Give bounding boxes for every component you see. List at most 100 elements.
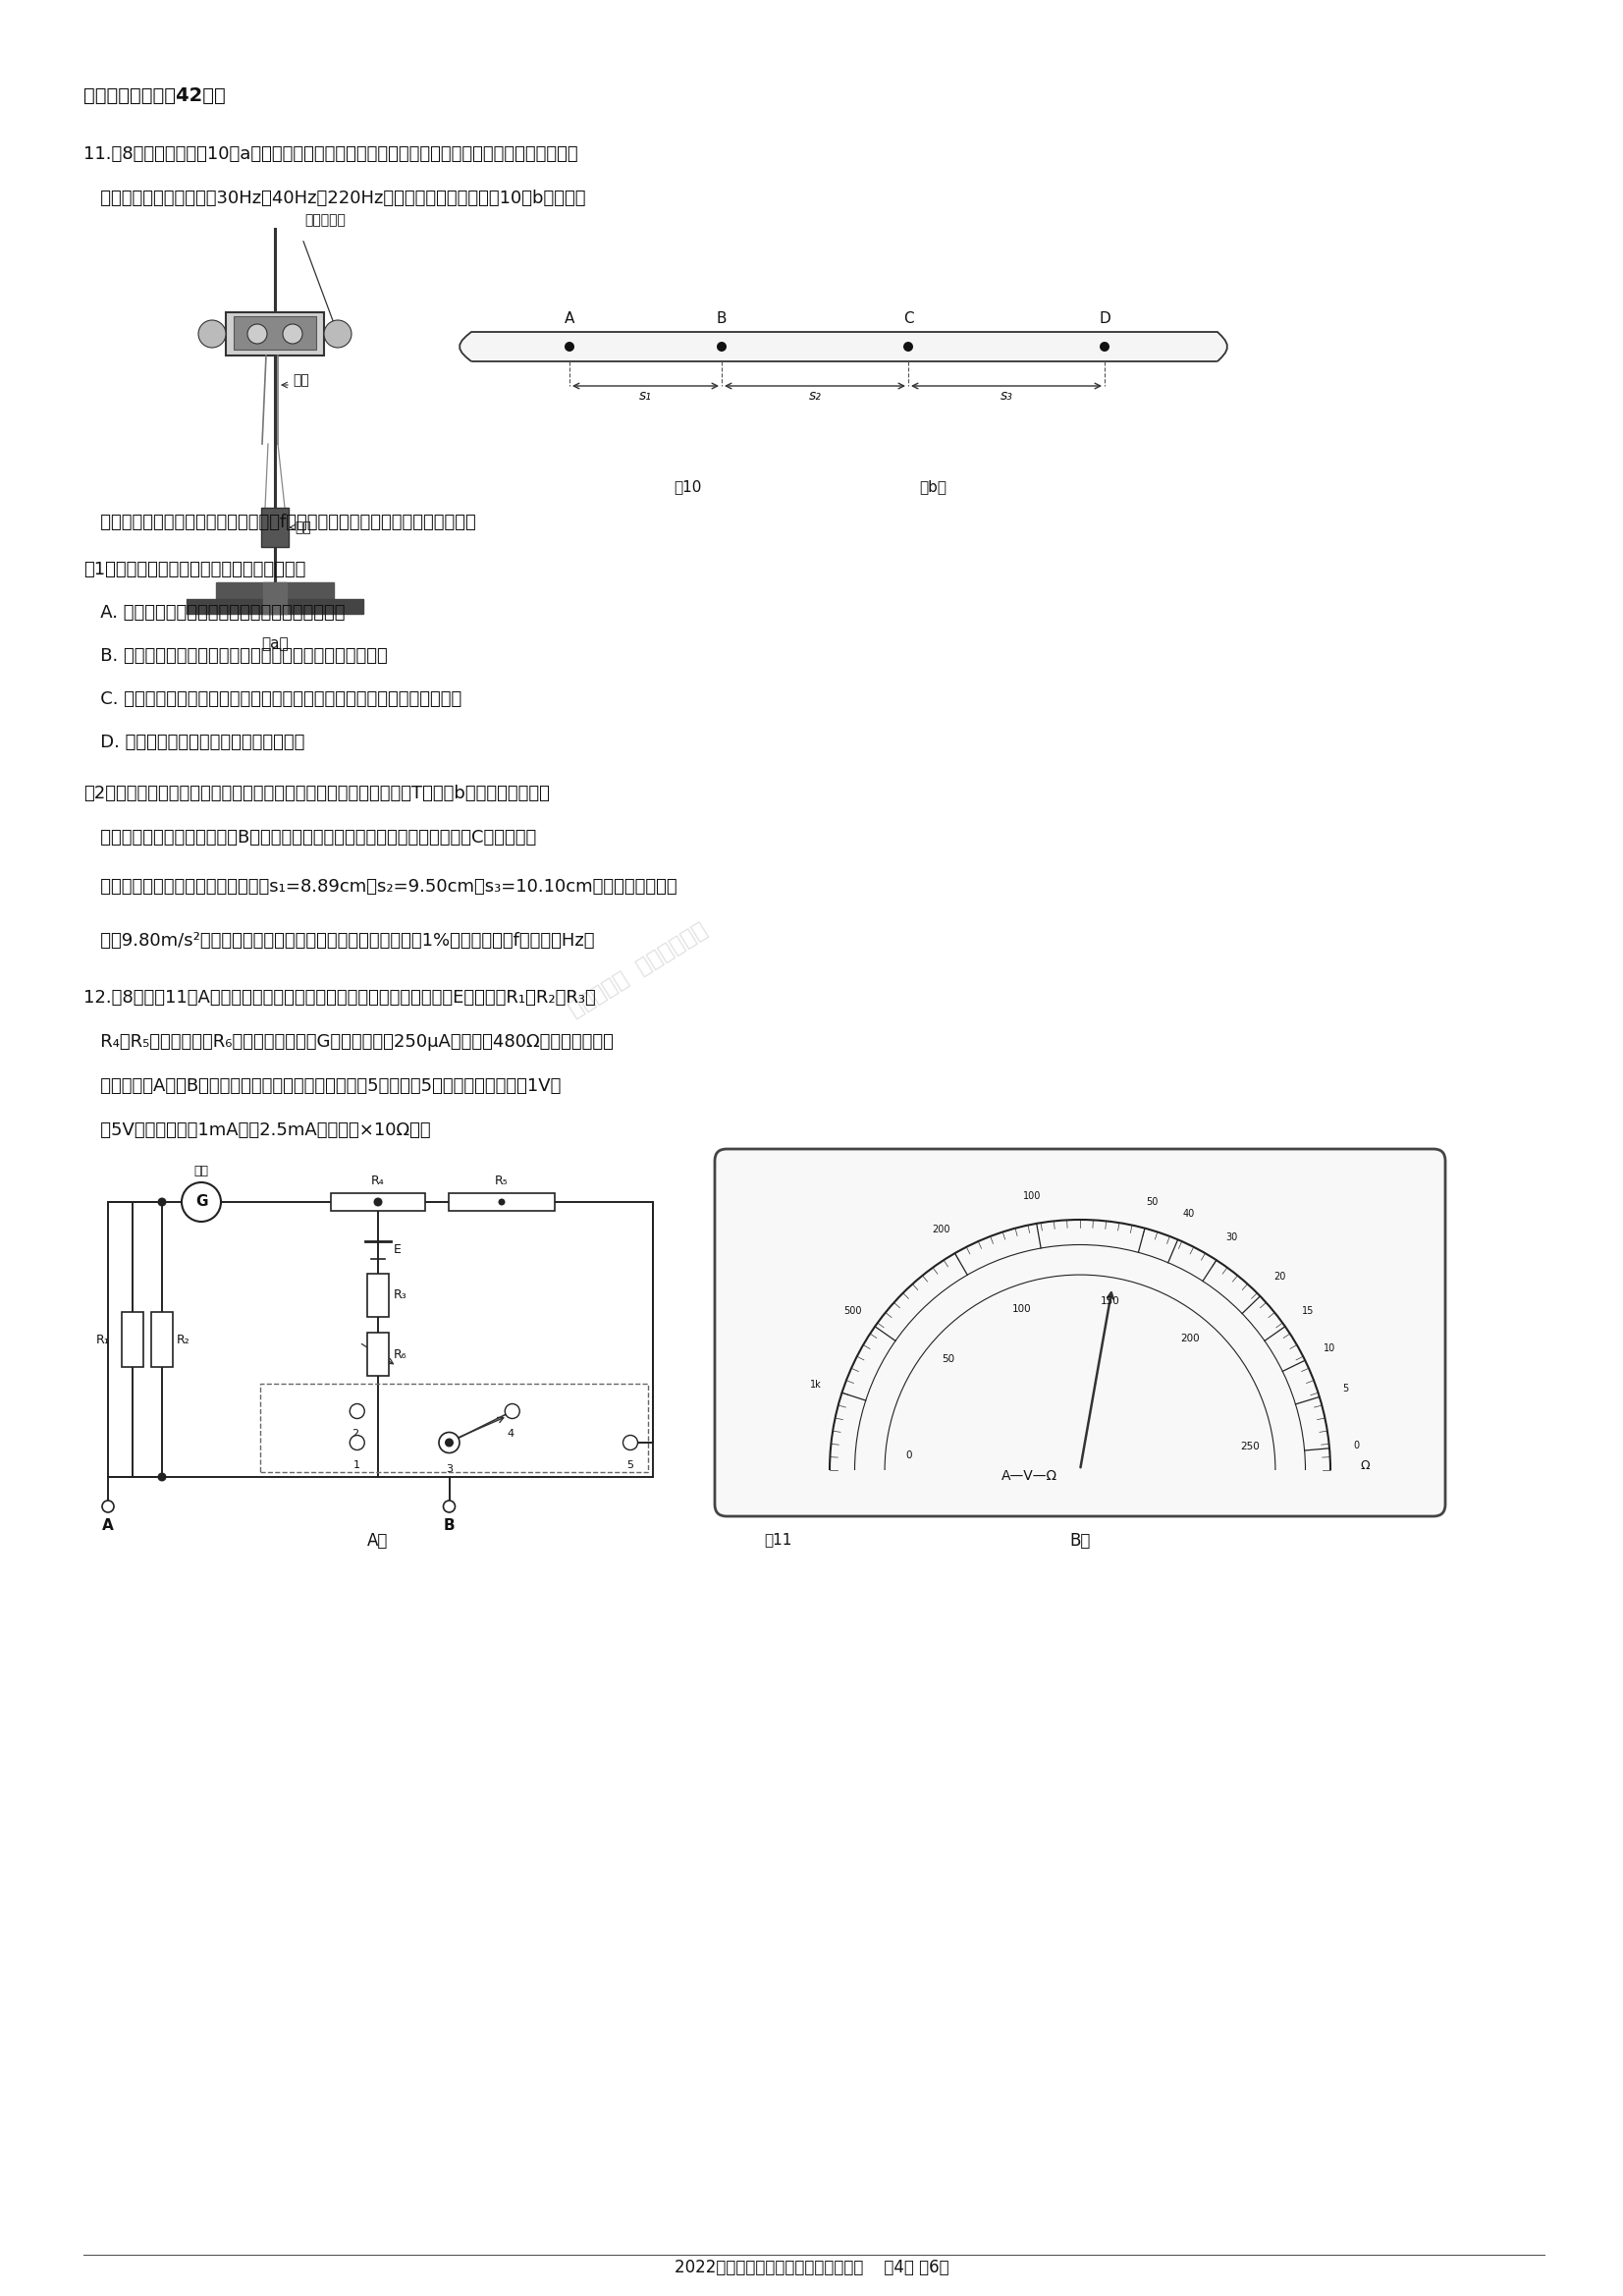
Text: 1k: 1k bbox=[810, 1380, 821, 1389]
Text: 100: 100 bbox=[1022, 1192, 1040, 1201]
Circle shape bbox=[375, 1199, 381, 1205]
Text: 懂高中物理  懂星教研资料: 懂高中物理 懂星教研资料 bbox=[860, 1215, 1005, 1316]
Text: 图10: 图10 bbox=[674, 480, 701, 494]
Bar bbox=[331, 1194, 425, 1210]
Text: 图11: 图11 bbox=[764, 1531, 792, 1548]
Text: A: A bbox=[565, 312, 575, 326]
Text: 2022届广东省四校第二次联考物理试题    第4页 共6页: 2022届广东省四校第二次联考物理试题 第4页 共6页 bbox=[674, 2259, 949, 2275]
Text: 可以写出：在打点计时器打出B点时，重物下落的速度大小为＿＿＿＿＿，打出C点时重物下: 可以写出：在打点计时器打出B点时，重物下落的速度大小为＿＿＿＿＿，打出C点时重物… bbox=[83, 829, 536, 847]
Circle shape bbox=[102, 1502, 114, 1513]
Circle shape bbox=[351, 1435, 365, 1451]
Text: 懂高中物理  懂星教研资料: 懂高中物理 懂星教研资料 bbox=[566, 921, 711, 1019]
Text: A图: A图 bbox=[367, 1531, 388, 1550]
Bar bbox=[261, 507, 289, 546]
Bar bbox=[448, 1194, 555, 1210]
Text: s₃: s₃ bbox=[1000, 388, 1013, 402]
Bar bbox=[234, 317, 316, 349]
Circle shape bbox=[1100, 342, 1110, 351]
Circle shape bbox=[198, 319, 226, 347]
Text: （a）: （a） bbox=[261, 636, 289, 652]
Circle shape bbox=[443, 1502, 454, 1513]
Text: B: B bbox=[443, 1518, 454, 1534]
Circle shape bbox=[498, 1199, 505, 1205]
Text: 打点计时器: 打点计时器 bbox=[305, 214, 346, 227]
Circle shape bbox=[325, 319, 352, 347]
Text: B: B bbox=[716, 312, 727, 326]
Circle shape bbox=[182, 1182, 221, 1221]
Circle shape bbox=[438, 1433, 459, 1453]
Text: 0: 0 bbox=[906, 1451, 912, 1460]
Circle shape bbox=[717, 342, 727, 351]
Text: A. 安装打点计时器时，两限位孔应在同一竖直线上: A. 安装打点计时器时，两限位孔应在同一竖直线上 bbox=[83, 604, 346, 622]
Text: 纸带: 纸带 bbox=[292, 374, 308, 388]
Circle shape bbox=[904, 342, 914, 351]
Text: C. 若纸带上开始打出的几个点模糊不清，也可设法用后面清晰的点进行验证: C. 若纸带上开始打出的几个点模糊不清，也可设法用后面清晰的点进行验证 bbox=[83, 691, 461, 707]
Text: R₄和R₅是固定电阻，R₆是可变电阻；表头G的满偏电流为250μA，内阻为480Ω。虚线方框内为: R₄和R₅是固定电阻，R₆是可变电阻；表头G的满偏电流为250μA，内阻为480… bbox=[83, 1033, 613, 1052]
Text: E: E bbox=[394, 1244, 401, 1256]
Text: R₂: R₂ bbox=[177, 1334, 190, 1345]
Circle shape bbox=[247, 324, 268, 344]
Text: s₂: s₂ bbox=[808, 388, 821, 402]
Text: 换挡开关，A端和B端分别与两表笔相连。该多用电表有5个挡位，5个挡位为：直流电压1V挡: 换挡开关，A端和B端分别与两表笔相连。该多用电表有5个挡位，5个挡位为：直流电压… bbox=[83, 1077, 562, 1095]
Text: A—V—Ω: A—V—Ω bbox=[1001, 1469, 1058, 1483]
Text: C: C bbox=[902, 312, 914, 326]
Text: R₅: R₅ bbox=[495, 1176, 508, 1187]
Text: G: G bbox=[195, 1194, 208, 1210]
Bar bbox=[151, 1311, 172, 1366]
Circle shape bbox=[157, 1199, 167, 1205]
Text: 30: 30 bbox=[1225, 1233, 1237, 1242]
Text: （一）必考题：共42分。: （一）必考题：共42分。 bbox=[83, 87, 226, 106]
Circle shape bbox=[157, 1472, 167, 1481]
Text: 500: 500 bbox=[844, 1306, 862, 1316]
Text: 3: 3 bbox=[446, 1465, 453, 1474]
Text: R₃: R₃ bbox=[394, 1288, 407, 1302]
Circle shape bbox=[373, 1199, 383, 1205]
Text: 40: 40 bbox=[1183, 1210, 1195, 1219]
Text: 5: 5 bbox=[626, 1460, 635, 1469]
Text: （1）（多选）在该实验中，下列叙述正确的是: （1）（多选）在该实验中，下列叙述正确的是 bbox=[83, 560, 305, 579]
Text: 4: 4 bbox=[506, 1428, 514, 1440]
Text: 5: 5 bbox=[1342, 1384, 1349, 1394]
Circle shape bbox=[565, 342, 575, 351]
Text: 0: 0 bbox=[1354, 1442, 1360, 1451]
Text: 10: 10 bbox=[1324, 1343, 1336, 1352]
Text: 150: 150 bbox=[1100, 1295, 1120, 1306]
Text: （2）若从打出的纸带可判定重物做匀加速下落运动，利用打点周期为T和图（b）中给出的物理量: （2）若从打出的纸带可判定重物做匀加速下落运动，利用打点周期为T和图（b）中给出… bbox=[83, 785, 550, 801]
Text: R₁: R₁ bbox=[96, 1334, 110, 1345]
Text: 100: 100 bbox=[1011, 1304, 1031, 1313]
Text: 50: 50 bbox=[941, 1355, 954, 1364]
Polygon shape bbox=[459, 333, 1227, 360]
Text: 50: 50 bbox=[1146, 1196, 1159, 1208]
Text: 200: 200 bbox=[932, 1224, 949, 1235]
Text: R₆: R₆ bbox=[394, 1348, 407, 1362]
Circle shape bbox=[351, 1403, 365, 1419]
Text: 重物: 重物 bbox=[294, 521, 312, 535]
Text: 落的速度大小为＿＿＿＿；若已测得s₁=8.89cm，s₂=9.50cm，s₃=10.10cm；当重力加速度大: 落的速度大小为＿＿＿＿；若已测得s₁=8.89cm，s₂=9.50cm，s₃=1… bbox=[83, 877, 677, 895]
Text: 15: 15 bbox=[1302, 1306, 1313, 1316]
Text: （b）: （b） bbox=[919, 480, 946, 494]
Text: 20: 20 bbox=[1274, 1272, 1285, 1281]
Text: A: A bbox=[102, 1518, 114, 1534]
FancyBboxPatch shape bbox=[714, 1148, 1446, 1515]
Text: 电源，可以使用的频率有30Hz、40Hz和220Hz，打出纸带的一部分如图10（b）所示。: 电源，可以使用的频率有30Hz、40Hz和220Hz，打出纸带的一部分如图10（… bbox=[83, 191, 586, 207]
Text: 2: 2 bbox=[352, 1428, 359, 1440]
Text: B图: B图 bbox=[1070, 1531, 1091, 1550]
Circle shape bbox=[623, 1435, 638, 1451]
Text: 11.（8分）某同学用图10（a）所示的实验装置验证机械能守恒定律，其中打点计时器的电源为交流: 11.（8分）某同学用图10（a）所示的实验装置验证机械能守恒定律，其中打点计时… bbox=[83, 145, 578, 163]
Bar bbox=[367, 1274, 390, 1318]
Bar bbox=[187, 599, 364, 613]
Bar bbox=[367, 1332, 390, 1375]
Circle shape bbox=[445, 1437, 453, 1446]
Text: 该同学在实验中没有记录交流电的频率f，需要用实验数据和其他条件进行推算。: 该同学在实验中没有记录交流电的频率f，需要用实验数据和其他条件进行推算。 bbox=[83, 514, 476, 530]
Text: Ω: Ω bbox=[1360, 1458, 1370, 1472]
Bar bbox=[216, 583, 334, 599]
Text: s₁: s₁ bbox=[639, 388, 652, 402]
Text: D. 测量重物下落高度时必须从起始点算起: D. 测量重物下落高度时必须从起始点算起 bbox=[83, 735, 305, 751]
Text: R₄: R₄ bbox=[372, 1176, 385, 1187]
Text: D: D bbox=[1099, 312, 1110, 326]
Text: 小为9.80m/s²，试验中重物受到的平均阻力大小约为其重力的1%。由此推算出f为＿＿＿Hz。: 小为9.80m/s²，试验中重物受到的平均阻力大小约为其重力的1%。由此推算出f… bbox=[83, 932, 594, 951]
Circle shape bbox=[282, 324, 302, 344]
Text: B. 实验时，在松开纸带让重物下落的同时，应立即接通电源: B. 实验时，在松开纸带让重物下落的同时，应立即接通电源 bbox=[83, 647, 388, 666]
Text: 250: 250 bbox=[1240, 1442, 1259, 1451]
Text: 12.（8分）图11（A）为某同学组装完成的简易多用电表的电路图。图中E是电池；R₁、R₂、R₃、: 12.（8分）图11（A）为某同学组装完成的简易多用电表的电路图。图中E是电池；… bbox=[83, 990, 596, 1006]
